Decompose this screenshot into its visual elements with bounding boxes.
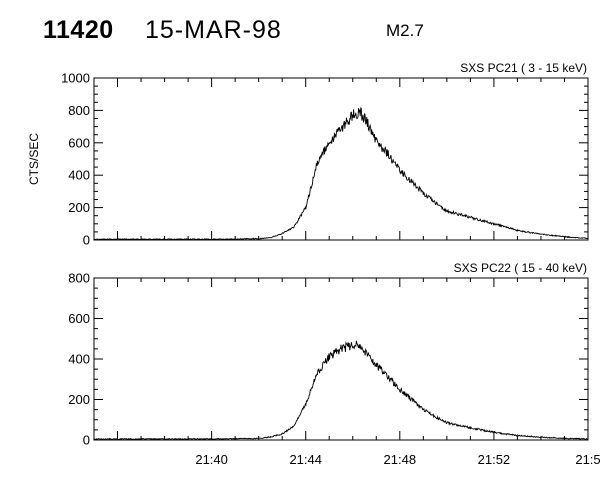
- event-date: 15-MAR-98: [145, 16, 282, 44]
- top-y-tick-label: 600: [68, 135, 90, 150]
- bottom-series-line: [93, 340, 589, 441]
- top-y-tick-label: 1000: [61, 71, 90, 86]
- bottom-y-tick-label: 800: [68, 271, 90, 286]
- bottom-series: [93, 340, 589, 441]
- event-number: 11420: [43, 16, 114, 44]
- top-y-tick-label: 400: [68, 168, 90, 183]
- top-y-tick-label: 800: [68, 103, 90, 118]
- top-axes: 0 200 400 600 800 1000: [61, 71, 589, 248]
- bottom-y-tick-label: 0: [83, 433, 90, 448]
- bottom-x-tick-label: 21:48: [384, 452, 417, 467]
- bottom-axes: 0 200 400 600 800 21:40 21:44 21:48 21:52 21:5: [68, 271, 600, 468]
- top-plot-title: SXS PC21 ( 3 - 15 keV): [460, 61, 587, 75]
- bottom-x-tick-label: 21:40: [195, 452, 228, 467]
- top-y-tick-label: 200: [68, 200, 90, 215]
- y-axis-label: CTS/SEC: [27, 133, 41, 185]
- top-series-line: [93, 107, 589, 241]
- goes-class: M2.7: [386, 21, 424, 40]
- bottom-y-tick-label: 400: [68, 352, 90, 367]
- bottom-plot-frame: [93, 277, 589, 441]
- bottom-plot-title: SXS PC22 ( 15 - 40 keV): [454, 261, 587, 275]
- bottom-x-tick-label: 21:44: [289, 452, 322, 467]
- top-series: [93, 107, 589, 241]
- top-y-tick-label: 0: [83, 233, 90, 248]
- bottom-panel: SXS PC22 ( 15 - 40 keV) 0 200 400 600 800 21:…: [68, 261, 600, 467]
- bottom-x-tick-label: 21:52: [478, 452, 511, 467]
- bottom-y-tick-label: 200: [68, 392, 90, 407]
- bottom-y-tick-label: 600: [68, 311, 90, 326]
- top-plot-frame: [93, 77, 589, 241]
- bottom-x-tick-label: 21:5: [575, 452, 600, 467]
- figure-header: 11420 15-MAR-98 M2.7: [0, 0, 600, 50]
- top-panel: SXS PC21 ( 3 - 15 keV) CTS/SEC 0 200 400 60…: [27, 61, 589, 248]
